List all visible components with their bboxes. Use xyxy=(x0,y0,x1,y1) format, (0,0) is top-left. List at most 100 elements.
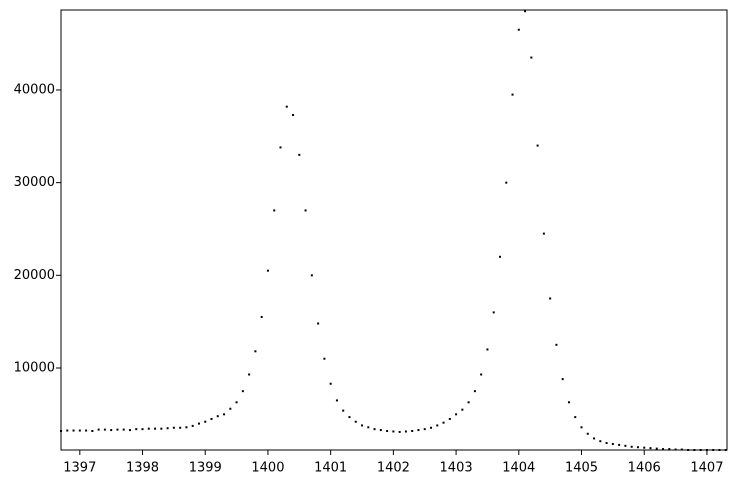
point xyxy=(304,209,307,212)
point xyxy=(542,232,545,235)
point xyxy=(154,427,157,430)
x-tick-label: 1401 xyxy=(314,461,347,476)
point xyxy=(624,444,627,447)
point xyxy=(699,449,702,451)
point xyxy=(574,416,577,419)
x-tick-label: 1402 xyxy=(377,461,410,476)
point xyxy=(110,429,113,432)
x-tick-label: 1406 xyxy=(628,461,661,476)
point xyxy=(618,443,621,446)
point xyxy=(204,420,207,423)
point xyxy=(91,430,94,433)
point xyxy=(66,429,69,432)
point xyxy=(354,420,357,423)
point xyxy=(473,390,476,393)
point xyxy=(492,311,495,314)
point xyxy=(517,28,520,31)
point xyxy=(593,437,596,440)
point xyxy=(317,322,320,325)
point xyxy=(197,422,200,425)
point xyxy=(480,373,483,376)
point xyxy=(335,399,338,402)
point xyxy=(630,445,633,448)
point xyxy=(605,442,608,445)
y-tick-label: 10000 xyxy=(14,360,55,375)
x-tick-label: 1397 xyxy=(63,461,96,476)
point xyxy=(141,428,144,431)
point xyxy=(524,10,527,13)
point xyxy=(223,413,226,416)
point xyxy=(342,409,345,412)
x-tick-label: 1407 xyxy=(690,461,723,476)
point xyxy=(680,448,683,451)
point xyxy=(373,428,376,431)
point xyxy=(285,105,288,108)
point xyxy=(97,428,100,431)
point xyxy=(210,417,213,420)
point xyxy=(386,430,389,433)
point xyxy=(116,428,119,431)
point xyxy=(599,440,602,443)
point xyxy=(361,424,364,427)
y-tick-label: 40000 xyxy=(14,82,55,97)
point xyxy=(655,447,658,450)
point xyxy=(636,446,639,449)
point xyxy=(417,429,420,432)
point xyxy=(85,429,88,432)
point xyxy=(586,432,589,435)
point xyxy=(147,427,150,430)
point xyxy=(122,428,125,431)
point xyxy=(693,449,696,451)
point xyxy=(430,426,432,429)
point xyxy=(128,429,131,432)
point xyxy=(662,448,665,451)
point xyxy=(712,449,715,451)
point xyxy=(398,430,401,433)
point xyxy=(266,269,269,272)
x-tick-label: 1400 xyxy=(251,461,284,476)
point xyxy=(549,297,552,300)
point xyxy=(135,428,138,431)
point xyxy=(279,146,282,149)
point xyxy=(273,209,276,212)
point xyxy=(179,426,182,429)
point xyxy=(442,421,445,424)
point xyxy=(436,424,439,427)
point xyxy=(455,413,458,416)
point xyxy=(467,401,470,404)
point xyxy=(348,416,351,419)
point xyxy=(505,181,508,184)
point xyxy=(448,417,451,420)
point xyxy=(292,113,295,116)
point xyxy=(536,144,539,147)
point xyxy=(674,448,677,451)
point xyxy=(254,350,257,353)
y-tick-label: 30000 xyxy=(14,175,55,190)
point xyxy=(643,446,646,449)
x-tick-label: 1399 xyxy=(189,461,222,476)
point xyxy=(611,442,614,445)
point xyxy=(216,415,219,418)
point xyxy=(367,426,370,429)
point xyxy=(160,427,163,430)
point xyxy=(649,447,652,450)
point xyxy=(191,424,194,427)
x-tick-label: 1398 xyxy=(126,461,159,476)
point xyxy=(555,343,558,346)
point xyxy=(580,426,583,429)
point xyxy=(718,449,721,451)
point xyxy=(248,373,251,376)
point xyxy=(229,407,232,410)
plot-frame xyxy=(60,9,728,451)
x-tick-label: 1404 xyxy=(502,461,535,476)
point xyxy=(329,382,332,385)
point xyxy=(185,426,188,429)
point xyxy=(411,430,414,433)
point xyxy=(72,429,75,432)
point xyxy=(530,56,533,59)
point xyxy=(498,255,501,258)
point xyxy=(486,348,489,351)
point xyxy=(103,428,106,431)
point xyxy=(235,401,238,404)
point xyxy=(78,429,81,432)
